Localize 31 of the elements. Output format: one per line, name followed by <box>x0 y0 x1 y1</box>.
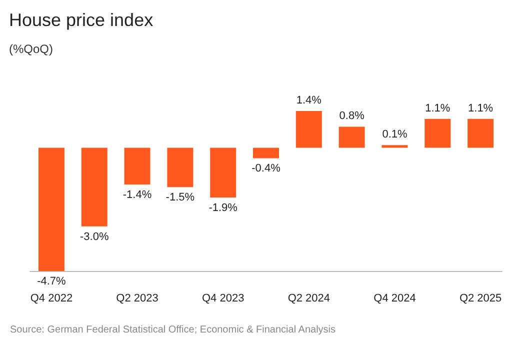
data-label: 0.1% <box>382 128 408 141</box>
x-tick-label: Q4 2024 <box>374 292 416 304</box>
data-label: 1.1% <box>468 102 494 114</box>
bar <box>338 126 365 148</box>
data-label: 1.4% <box>296 94 322 106</box>
bar <box>81 148 108 226</box>
bar <box>167 148 194 188</box>
x-tick-label: Q2 2024 <box>288 292 330 304</box>
x-tick-label: Q4 2022 <box>30 292 73 304</box>
data-label: 0.8% <box>339 110 365 122</box>
source-note: Source: German Federal Statistical Office; Economic & Financial Analysis <box>10 324 336 336</box>
chart-title: House price index <box>9 10 154 30</box>
bar <box>468 118 494 148</box>
bar <box>38 148 64 271</box>
data-label: -1.9% <box>208 202 238 214</box>
data-label: -1.5% <box>166 192 195 204</box>
chart-subtitle: (%QoQ) <box>9 42 54 56</box>
data-label: -3.0% <box>80 230 109 243</box>
x-tick-label: Q4 2023 <box>202 292 244 304</box>
bar <box>424 118 451 148</box>
data-label: 1.1% <box>425 102 450 114</box>
bar <box>210 148 236 198</box>
bar <box>124 148 150 184</box>
bar <box>296 111 322 148</box>
data-label: -4.7% <box>37 276 66 288</box>
data-label: -1.4% <box>122 188 152 201</box>
data-label: -0.4% <box>252 162 281 175</box>
bar <box>253 148 279 158</box>
bar <box>382 145 408 148</box>
x-tick-label: Q2 2025 <box>459 292 502 304</box>
x-tick-label: Q2 2023 <box>116 292 158 304</box>
